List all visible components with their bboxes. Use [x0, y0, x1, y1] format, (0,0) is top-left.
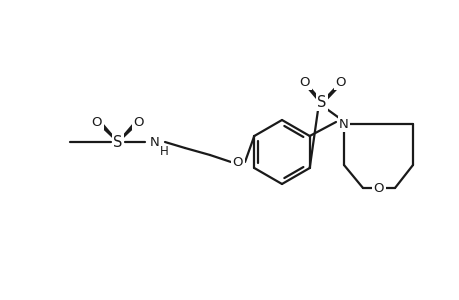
Text: H: H [160, 145, 168, 158]
Text: O: O [335, 76, 346, 88]
Text: O: O [91, 116, 102, 128]
Text: O: O [373, 182, 383, 194]
Text: O: O [299, 76, 309, 88]
Text: O: O [134, 116, 144, 128]
Text: S: S [113, 134, 123, 149]
Text: N: N [150, 136, 160, 148]
Text: S: S [317, 94, 326, 110]
Text: N: N [338, 118, 348, 130]
Text: O: O [232, 155, 243, 169]
